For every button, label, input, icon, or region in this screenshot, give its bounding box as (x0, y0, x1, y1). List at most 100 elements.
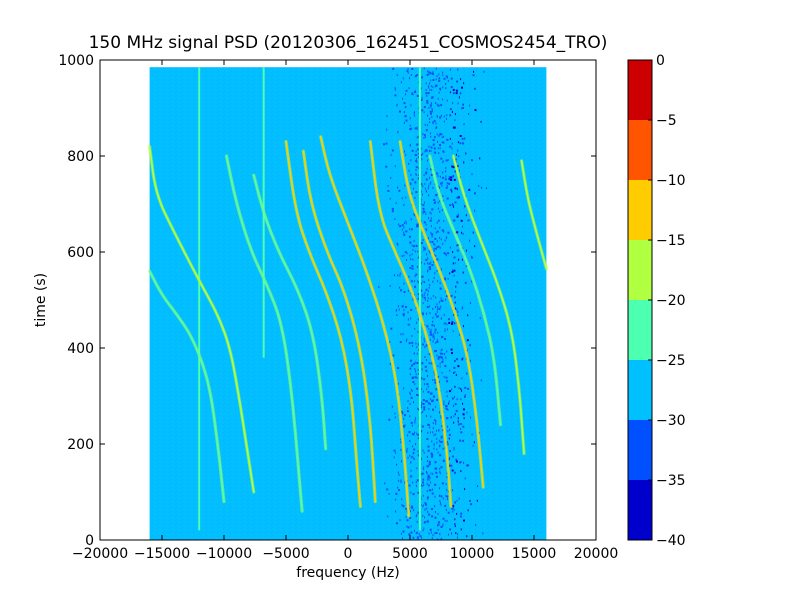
noise-speckle (416, 74, 418, 77)
noise-speckle (424, 406, 426, 409)
noise-speckle (439, 538, 441, 540)
noise-speckle (418, 174, 420, 177)
noise-speckle (440, 503, 442, 506)
noise-speckle (417, 368, 419, 371)
noise-speckle (399, 341, 402, 344)
noise-speckle (391, 149, 394, 152)
noise-speckle (411, 178, 414, 181)
noise-speckle (460, 431, 463, 434)
noise-speckle (448, 433, 451, 436)
noise-speckle (410, 506, 413, 509)
noise-speckle (416, 520, 418, 523)
noise-speckle (449, 108, 452, 111)
noise-speckle (439, 236, 441, 239)
noise-speckle (415, 515, 417, 518)
noise-speckle (417, 177, 419, 180)
noise-speckle (452, 166, 455, 169)
noise-speckle (411, 341, 414, 344)
noise-speckle (439, 246, 441, 249)
noise-speckle (463, 82, 465, 85)
noise-speckle (436, 269, 438, 272)
noise-speckle (410, 491, 412, 494)
doppler-trace (319, 136, 410, 517)
noise-speckle (416, 387, 419, 390)
noise-speckle (417, 135, 419, 138)
noise-speckle (455, 285, 457, 288)
noise-speckle (424, 356, 426, 359)
noise-speckle (423, 466, 425, 469)
noise-speckle (440, 349, 442, 352)
noise-speckle (407, 71, 409, 74)
noise-speckle (415, 150, 417, 153)
noise-speckle (418, 532, 420, 535)
noise-speckle (434, 243, 436, 246)
noise-speckle (449, 137, 451, 140)
noise-speckle (430, 85, 432, 88)
noise-speckle (411, 127, 413, 130)
noise-speckle (447, 252, 450, 255)
noise-speckle (412, 445, 414, 448)
noise-speckle (417, 491, 420, 494)
noise-speckle (396, 313, 398, 316)
noise-speckle (458, 423, 460, 426)
noise-speckle (406, 525, 408, 528)
noise-speckle (403, 417, 405, 420)
noise-speckle (402, 505, 405, 508)
noise-speckle (426, 99, 429, 102)
noise-speckle (402, 412, 404, 415)
noise-speckle (423, 201, 425, 204)
noise-speckle (403, 204, 405, 207)
noise-speckle (447, 79, 449, 82)
noise-speckle (446, 520, 448, 523)
noise-speckle (460, 528, 462, 531)
noise-speckle (417, 297, 420, 300)
noise-speckle (455, 89, 458, 92)
noise-speckle (424, 281, 426, 284)
noise-speckle (434, 381, 437, 384)
noise-speckle (415, 191, 418, 194)
noise-speckle (413, 114, 415, 117)
noise-speckle (445, 254, 447, 257)
noise-speckle (462, 325, 464, 328)
noise-speckle (427, 92, 430, 95)
noise-speckle (423, 468, 425, 471)
noise-speckle (433, 434, 435, 437)
noise-speckle (412, 452, 414, 455)
noise-speckle (417, 433, 420, 436)
colorbar-tick-label: −20 (656, 293, 686, 309)
noise-speckle (403, 121, 405, 124)
noise-speckle (455, 290, 457, 293)
noise-speckle (421, 193, 423, 196)
noise-speckle (442, 517, 445, 520)
noise-speckle (436, 133, 438, 136)
noise-speckle (413, 509, 415, 512)
noise-speckle (403, 231, 405, 234)
noise-speckle (428, 106, 430, 109)
noise-speckle (447, 425, 449, 428)
noise-speckle (434, 418, 436, 421)
noise-speckle (433, 260, 435, 263)
noise-speckle (447, 158, 449, 161)
noise-speckle (422, 478, 424, 481)
noise-speckle (401, 537, 403, 540)
noise-speckle (432, 427, 434, 430)
noise-speckle (422, 399, 425, 402)
noise-speckle (442, 74, 444, 77)
noise-speckle (405, 153, 407, 156)
noise-speckle (413, 451, 415, 454)
noise-speckle (434, 516, 437, 519)
noise-speckle (454, 518, 456, 521)
noise-speckle (385, 165, 388, 168)
noise-speckle (403, 282, 405, 285)
noise-speckle (480, 379, 482, 382)
noise-speckle (410, 396, 413, 399)
noise-speckle (437, 207, 439, 210)
doppler-trace (148, 270, 225, 503)
noise-speckle (462, 402, 464, 405)
noise-speckle (437, 524, 439, 527)
noise-speckle (437, 97, 439, 100)
noise-speckle (431, 515, 434, 518)
noise-speckle (430, 104, 432, 107)
noise-speckle (410, 525, 412, 528)
noise-speckle (479, 317, 481, 320)
